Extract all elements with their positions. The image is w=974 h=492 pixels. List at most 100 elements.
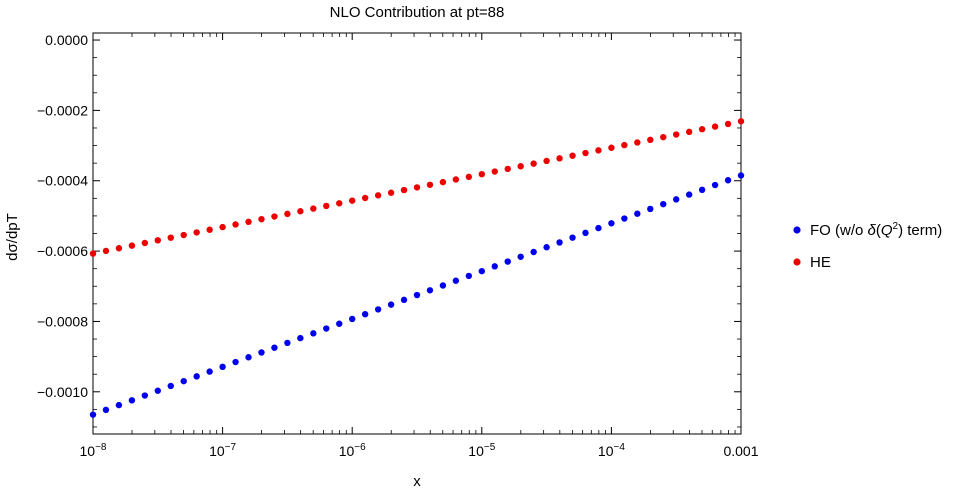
data-point [595, 224, 602, 232]
data-point [323, 325, 330, 332]
data-point [556, 239, 563, 246]
data-point [530, 160, 537, 167]
data-point [361, 194, 369, 202]
data-point [685, 128, 693, 136]
data-point [400, 186, 408, 194]
data-point [219, 363, 226, 371]
data-point [258, 215, 265, 223]
legend-label-fo-delta: δ [868, 222, 877, 239]
data-point [685, 191, 693, 198]
data-point [621, 141, 628, 149]
data-point [426, 181, 434, 188]
data-point [465, 272, 473, 280]
data-point [284, 210, 291, 218]
data-point [439, 178, 447, 186]
data-point [634, 139, 641, 146]
x-tick-label: 10−4 [598, 442, 625, 459]
legend: FO (w/o δ(Q2) term) HE [793, 221, 942, 271]
data-point [89, 411, 97, 418]
data-point [349, 315, 356, 323]
tick-labels: 10−8 10−7 10−6 10−5 10−4 0.001 0.0000 −0.0002 −0… [37, 32, 759, 459]
series-0 [89, 172, 745, 418]
legend-marker-he [793, 258, 801, 266]
legend-label-he: HE [810, 254, 831, 271]
x-axis-label: x [413, 473, 421, 490]
data-points [89, 118, 745, 418]
data-point [154, 237, 161, 244]
data-point [504, 165, 511, 173]
data-point [478, 170, 485, 178]
data-point [478, 267, 485, 275]
y-tick-label: −0.0006 [37, 243, 88, 259]
data-point [452, 277, 460, 284]
data-point [517, 253, 524, 260]
data-point [608, 220, 615, 227]
data-point [647, 136, 654, 144]
data-point [115, 245, 123, 252]
x-tick-label: 10−5 [468, 442, 495, 459]
legend-label-fo-tail: ) term) [898, 222, 942, 239]
data-point [271, 213, 278, 220]
data-point [426, 287, 434, 294]
data-point [439, 282, 447, 289]
data-point [271, 344, 278, 351]
data-point [698, 126, 706, 133]
data-point [491, 263, 498, 270]
data-point [517, 163, 524, 170]
legend-label-fo: FO (w/o [810, 222, 868, 239]
data-point [737, 172, 745, 179]
data-point [245, 354, 252, 361]
data-point [232, 221, 239, 228]
data-point [582, 149, 589, 157]
data-point [387, 189, 395, 196]
data-point [374, 192, 382, 199]
data-point [245, 218, 252, 226]
data-point [491, 168, 498, 175]
data-point [673, 131, 680, 138]
x-tick-label: 0.001 [723, 443, 758, 459]
data-point [102, 247, 110, 255]
data-point [595, 147, 602, 154]
data-point [193, 373, 200, 380]
data-point [673, 196, 680, 203]
legend-label-fo-paren: ( [876, 222, 881, 239]
data-point [660, 133, 667, 141]
data-point [413, 184, 421, 191]
legend-label-fo-sup: 2 [893, 221, 899, 232]
x-tick-label: 10−7 [209, 442, 236, 459]
data-point [608, 144, 615, 151]
data-point [543, 244, 550, 251]
data-point [569, 234, 576, 241]
data-point [621, 215, 628, 222]
data-point [167, 234, 174, 241]
data-point [698, 186, 706, 194]
data-point [297, 208, 304, 215]
data-point [400, 296, 408, 304]
chart-title: NLO Contribution at pt=88 [330, 4, 505, 21]
data-point [634, 210, 641, 217]
y-tick-label: −0.0010 [37, 384, 88, 400]
data-point [660, 200, 667, 208]
data-point [297, 334, 304, 342]
data-point [336, 320, 343, 327]
data-point [724, 177, 732, 184]
data-point [193, 229, 200, 236]
y-tick-label: −0.0008 [37, 313, 88, 329]
data-point [361, 310, 369, 318]
data-point [530, 248, 537, 256]
data-point [180, 377, 187, 385]
legend-item-he: HE [793, 254, 831, 271]
legend-label-fo-q: Q [881, 222, 893, 239]
data-point [711, 123, 719, 130]
data-point [219, 223, 226, 231]
data-point [180, 231, 187, 239]
svg-text:FO (w/o δ(Q2) term): FO (w/o δ(Q2) term) [810, 221, 942, 239]
legend-marker-fo [793, 226, 801, 234]
data-point [582, 229, 589, 237]
y-tick-label: 0.0000 [45, 32, 88, 48]
axis-ticks [92, 33, 742, 434]
data-point [569, 152, 576, 159]
data-point [232, 358, 239, 366]
series-1 [89, 118, 745, 257]
